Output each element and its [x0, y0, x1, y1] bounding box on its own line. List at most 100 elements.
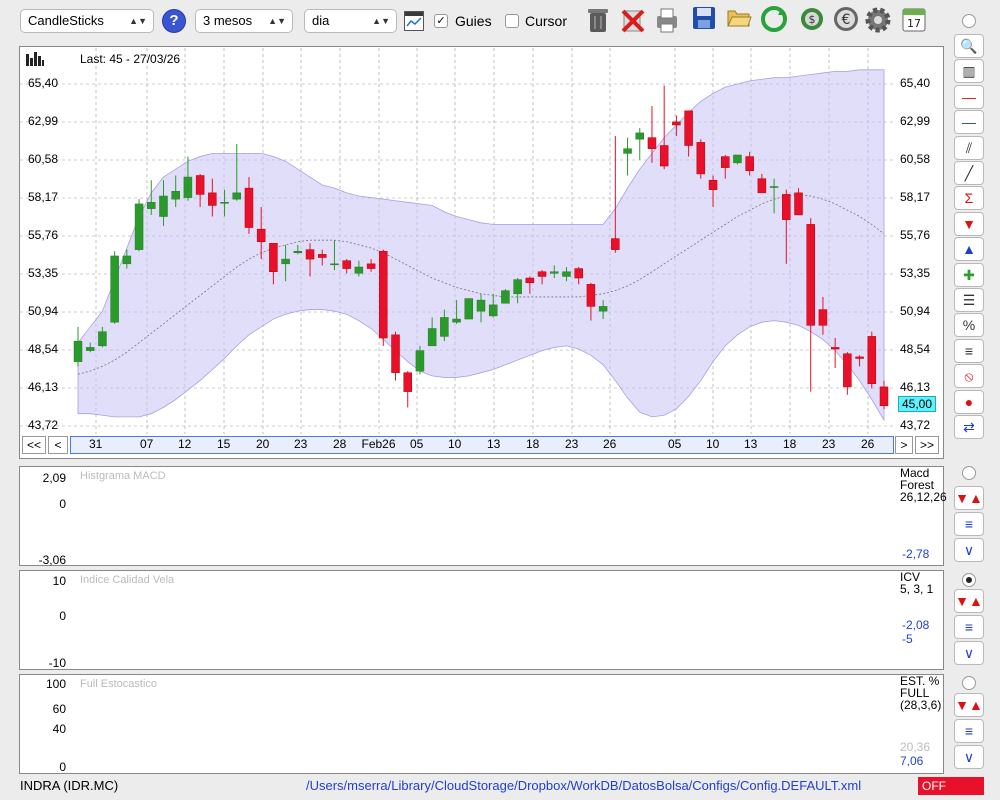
icv-radio[interactable]: [962, 573, 976, 587]
price-y-tick-right: 62,99: [900, 114, 931, 128]
cursor-label: Cursor: [525, 13, 568, 29]
candle-body: [757, 178, 767, 194]
macd-radio[interactable]: [962, 466, 976, 480]
save-icon[interactable]: [690, 6, 718, 36]
buy-sell-arrows-button[interactable]: ▼▲: [954, 589, 984, 613]
scroll-right-button[interactable]: >: [895, 436, 913, 454]
chart-type-select[interactable]: CandleSticks ▲▼: [20, 9, 154, 33]
stoch-label-1: EST. %: [900, 674, 940, 688]
buy-sell-arrows-button[interactable]: ▼▲: [954, 486, 984, 510]
chart-type-value: CandleSticks: [28, 13, 104, 28]
x-tick-label: 07: [140, 437, 154, 451]
price-y-tick-right: 48,54: [900, 342, 931, 356]
price-radio[interactable]: [962, 14, 976, 28]
buy-sell-button[interactable]: ✚: [954, 262, 984, 287]
delete-icon[interactable]: [619, 6, 647, 36]
curve-icon: ∨: [963, 749, 975, 765]
refresh-icon[interactable]: [760, 6, 788, 36]
swap-button[interactable]: ⇄: [954, 415, 984, 439]
stoch-label-3: (28,3,6): [900, 698, 942, 712]
scroll-start-button[interactable]: <<: [22, 436, 46, 454]
trash-icon[interactable]: [584, 6, 612, 36]
candle-body: [147, 202, 156, 209]
chart-type-button[interactable]: ▥: [954, 59, 984, 84]
stoch-value-1: 20,36: [900, 740, 931, 754]
scroll-end-button[interactable]: >>: [915, 436, 939, 454]
percent-line-button[interactable]: ≡: [954, 338, 984, 363]
candle-body: [208, 192, 217, 206]
price-y-tick: 55,76: [27, 228, 58, 242]
stoch-radio[interactable]: [962, 676, 976, 690]
horizontal-line-red-button[interactable]: —: [954, 84, 984, 109]
candle-body: [525, 277, 535, 284]
percent-line-button[interactable]: ≡: [954, 615, 984, 639]
percent-line-icon: ≡: [964, 342, 974, 359]
candle-body: [696, 142, 706, 175]
guides-checkbox[interactable]: ✓: [434, 14, 448, 28]
stoch-tick-40: 40: [52, 722, 66, 736]
record-button[interactable]: ●: [954, 389, 984, 414]
price-y-tick: 50,94: [27, 304, 58, 318]
candle-body: [452, 318, 461, 323]
curve-button[interactable]: ∨: [954, 538, 984, 562]
horizontal-line-blue-button[interactable]: —: [954, 110, 984, 135]
grid-lines-button[interactable]: ☰: [954, 288, 984, 312]
help-button[interactable]: ?: [162, 9, 186, 33]
icv-value-2: -5: [902, 632, 913, 646]
curve-button[interactable]: ∨: [954, 641, 984, 665]
sell-arrow-button[interactable]: ▼: [954, 211, 984, 236]
zoom-button[interactable]: 🔍: [954, 34, 984, 58]
channel-button[interactable]: ⫽: [954, 135, 984, 160]
percent-scale-button[interactable]: %: [954, 313, 984, 338]
open-folder-icon[interactable]: [725, 6, 753, 36]
candle-body: [769, 186, 779, 188]
trendline-button[interactable]: ╱: [954, 161, 984, 185]
candle-body: [464, 298, 474, 320]
icv-tick-max: 10: [52, 574, 66, 588]
cursor-checkbox[interactable]: [505, 14, 519, 28]
chart-type-icon: ▥: [962, 63, 976, 80]
period-select[interactable]: 3 mesos ▲▼: [195, 9, 293, 33]
buy-sell-arrows-icon: ▼▲: [955, 593, 983, 609]
update-icon[interactable]: $: [798, 6, 826, 36]
interval-select[interactable]: dia ▲▼: [304, 9, 397, 33]
buy-sell-arrows-button[interactable]: ▼▲: [954, 693, 984, 717]
icv-label-1: ICV: [900, 570, 921, 584]
trendline-icon: ╱: [964, 165, 974, 181]
stop-button[interactable]: ⦸: [954, 364, 984, 389]
percent-line-icon: ≡: [964, 516, 974, 532]
stoch-title: Full Estocastico: [80, 678, 158, 690]
print-icon[interactable]: [653, 6, 681, 36]
x-tick-label: 23: [822, 437, 836, 451]
zoom-icon: 🔍: [960, 38, 978, 54]
toolbar: CandleSticks ▲▼ ? 3 mesos ▲▼ dia ▲▼ ✓ Guies…: [0, 0, 1000, 44]
candle-body: [476, 299, 486, 312]
chevron-updown-icon: ▲▼: [268, 16, 286, 26]
candle-body: [879, 386, 889, 407]
candle-body: [562, 271, 571, 277]
x-tick-label: 05: [410, 437, 424, 451]
calendar-icon[interactable]: 17: [900, 6, 928, 36]
candle-body: [513, 279, 522, 295]
timeline-scrollbar[interactable]: [70, 436, 894, 454]
curve-icon: ∨: [963, 542, 975, 558]
euro-icon[interactable]: €: [832, 6, 860, 36]
percent-line-button[interactable]: ≡: [954, 719, 984, 743]
x-tick-label: 23: [565, 437, 579, 451]
curve-button[interactable]: ∨: [954, 745, 984, 769]
last-value-badge: 45,00: [898, 396, 936, 412]
chart-window-icon[interactable]: [404, 11, 424, 31]
buy-arrow-button[interactable]: ▲: [954, 237, 984, 262]
candle-body: [110, 255, 119, 323]
ticker-label: INDRA (IDR.MC): [20, 778, 119, 793]
scroll-left-button[interactable]: <: [48, 436, 68, 454]
candle-body: [647, 137, 657, 149]
percent-line-button[interactable]: ≡: [954, 512, 984, 536]
candle-body: [391, 334, 400, 373]
macd-label-1: Macd: [900, 466, 930, 480]
gear-icon[interactable]: [864, 6, 892, 36]
price-y-tick: 65,40: [27, 76, 58, 90]
x-tick-label: Feb26: [361, 437, 396, 451]
buy-arrow-icon: ▲: [962, 241, 976, 258]
fibonacci-button[interactable]: Σ: [954, 186, 984, 211]
